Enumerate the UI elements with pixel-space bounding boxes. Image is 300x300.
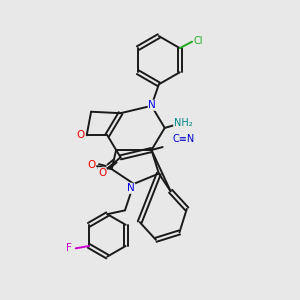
Text: NH₂: NH₂ bbox=[174, 118, 192, 128]
Text: O: O bbox=[87, 160, 95, 170]
Text: N: N bbox=[148, 100, 156, 110]
Text: C≡N: C≡N bbox=[173, 134, 195, 144]
Text: O: O bbox=[98, 168, 106, 178]
Text: Cl: Cl bbox=[194, 36, 203, 46]
Text: F: F bbox=[66, 243, 72, 253]
Text: N: N bbox=[127, 183, 135, 193]
Text: O: O bbox=[77, 130, 85, 140]
